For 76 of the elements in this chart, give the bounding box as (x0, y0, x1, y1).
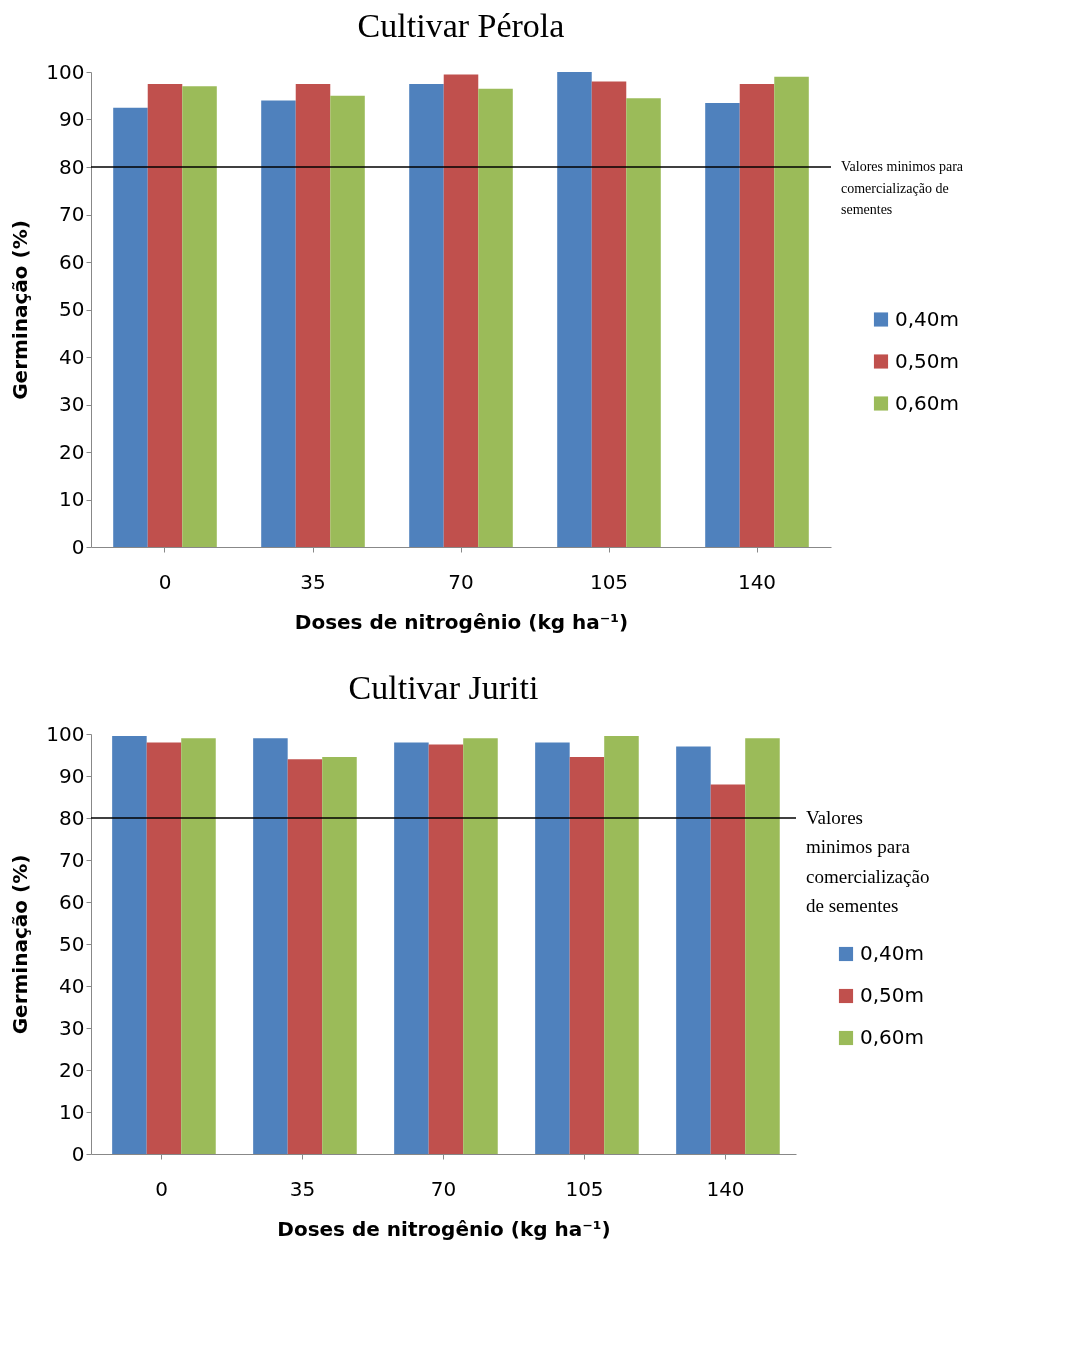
ref-line-label: Valores minimos para comercialização de sementes (806, 807, 930, 917)
bar (774, 76, 809, 547)
bar (147, 83, 183, 547)
y-tick-label: 40 (59, 973, 85, 998)
bar (705, 102, 740, 547)
x-tick-label: 70 (430, 1176, 457, 1201)
y-tick-label: 20 (59, 439, 85, 464)
x-tick-label: 35 (300, 569, 326, 594)
y-tick-label: 50 (59, 297, 85, 321)
bar (478, 88, 513, 547)
y-tick-label: 60 (59, 249, 85, 274)
bar (295, 83, 331, 547)
x-tick-label: 0 (155, 1176, 168, 1201)
chart-title: Cultivar Juriti (348, 669, 539, 706)
x-axis-title: Doses de nitrogênio (kg ha⁻¹) (277, 1216, 611, 1241)
bar (535, 742, 570, 1154)
y-tick-label: 20 (59, 1057, 85, 1082)
y-tick-label: 40 (59, 344, 85, 369)
x-tick-label: 0 (158, 569, 172, 594)
legend-label: 0,40m (895, 306, 960, 331)
legend-label: 0,50m (895, 348, 960, 373)
bar (745, 738, 780, 1154)
bar (182, 86, 217, 547)
bar (739, 83, 775, 547)
bar (676, 746, 711, 1154)
y-axis-title: Germinação (%) (8, 854, 33, 1035)
y-tick-label: 70 (59, 847, 85, 872)
bar (710, 784, 746, 1154)
bar (604, 736, 639, 1154)
bar (591, 81, 627, 547)
y-tick-label: 30 (59, 1015, 85, 1040)
x-tick-label: 70 (448, 569, 474, 594)
y-tick-label: 90 (59, 763, 85, 788)
bar (113, 107, 148, 547)
y-tick-label: 60 (59, 889, 85, 914)
y-tick-label: 100 (46, 59, 85, 84)
y-tick-label: 100 (46, 721, 85, 746)
y-tick-label: 0 (71, 534, 85, 559)
legend-label: 0,50m (860, 983, 925, 1007)
legend-label: 0,60m (860, 1025, 925, 1049)
x-tick-label: 105 (589, 569, 629, 594)
bar (330, 95, 365, 547)
x-tick-label: 140 (706, 1176, 745, 1201)
bar (569, 757, 605, 1154)
y-tick-label: 80 (59, 805, 85, 830)
x-tick-label: 140 (737, 569, 777, 594)
y-tick-label: 80 (59, 154, 85, 179)
legend-label: 0,40m (860, 941, 925, 965)
y-tick-label: 70 (59, 202, 85, 226)
chart-title: Cultivar Pérola (357, 7, 565, 44)
y-tick-label: 0 (71, 1141, 85, 1166)
legend-label: 0,60m (895, 390, 960, 415)
x-axis-title: Doses de nitrogênio (kg ha⁻¹) (294, 609, 629, 634)
bar (322, 757, 357, 1154)
bar (146, 742, 182, 1154)
x-tick-label: 35 (289, 1176, 316, 1201)
bar (181, 738, 216, 1154)
bar (253, 738, 288, 1154)
y-tick-label: 50 (59, 931, 85, 956)
bar (626, 98, 661, 547)
y-tick-label: 10 (59, 487, 85, 511)
bar (428, 744, 464, 1154)
bar (287, 759, 323, 1154)
x-tick-label: 105 (565, 1176, 604, 1201)
y-tick-label: 90 (59, 107, 85, 131)
ref-line-label: Valores minimos para comercialização de sementes (841, 159, 964, 218)
bar (112, 736, 147, 1154)
bar (443, 74, 479, 547)
y-tick-label: 30 (59, 392, 85, 416)
bar (261, 100, 296, 547)
y-tick-label: 10 (59, 1099, 85, 1124)
y-axis-title: Germinação (%) (8, 220, 33, 400)
bar (409, 83, 444, 547)
bar (394, 742, 429, 1154)
bar (463, 738, 498, 1154)
bar (557, 72, 592, 547)
